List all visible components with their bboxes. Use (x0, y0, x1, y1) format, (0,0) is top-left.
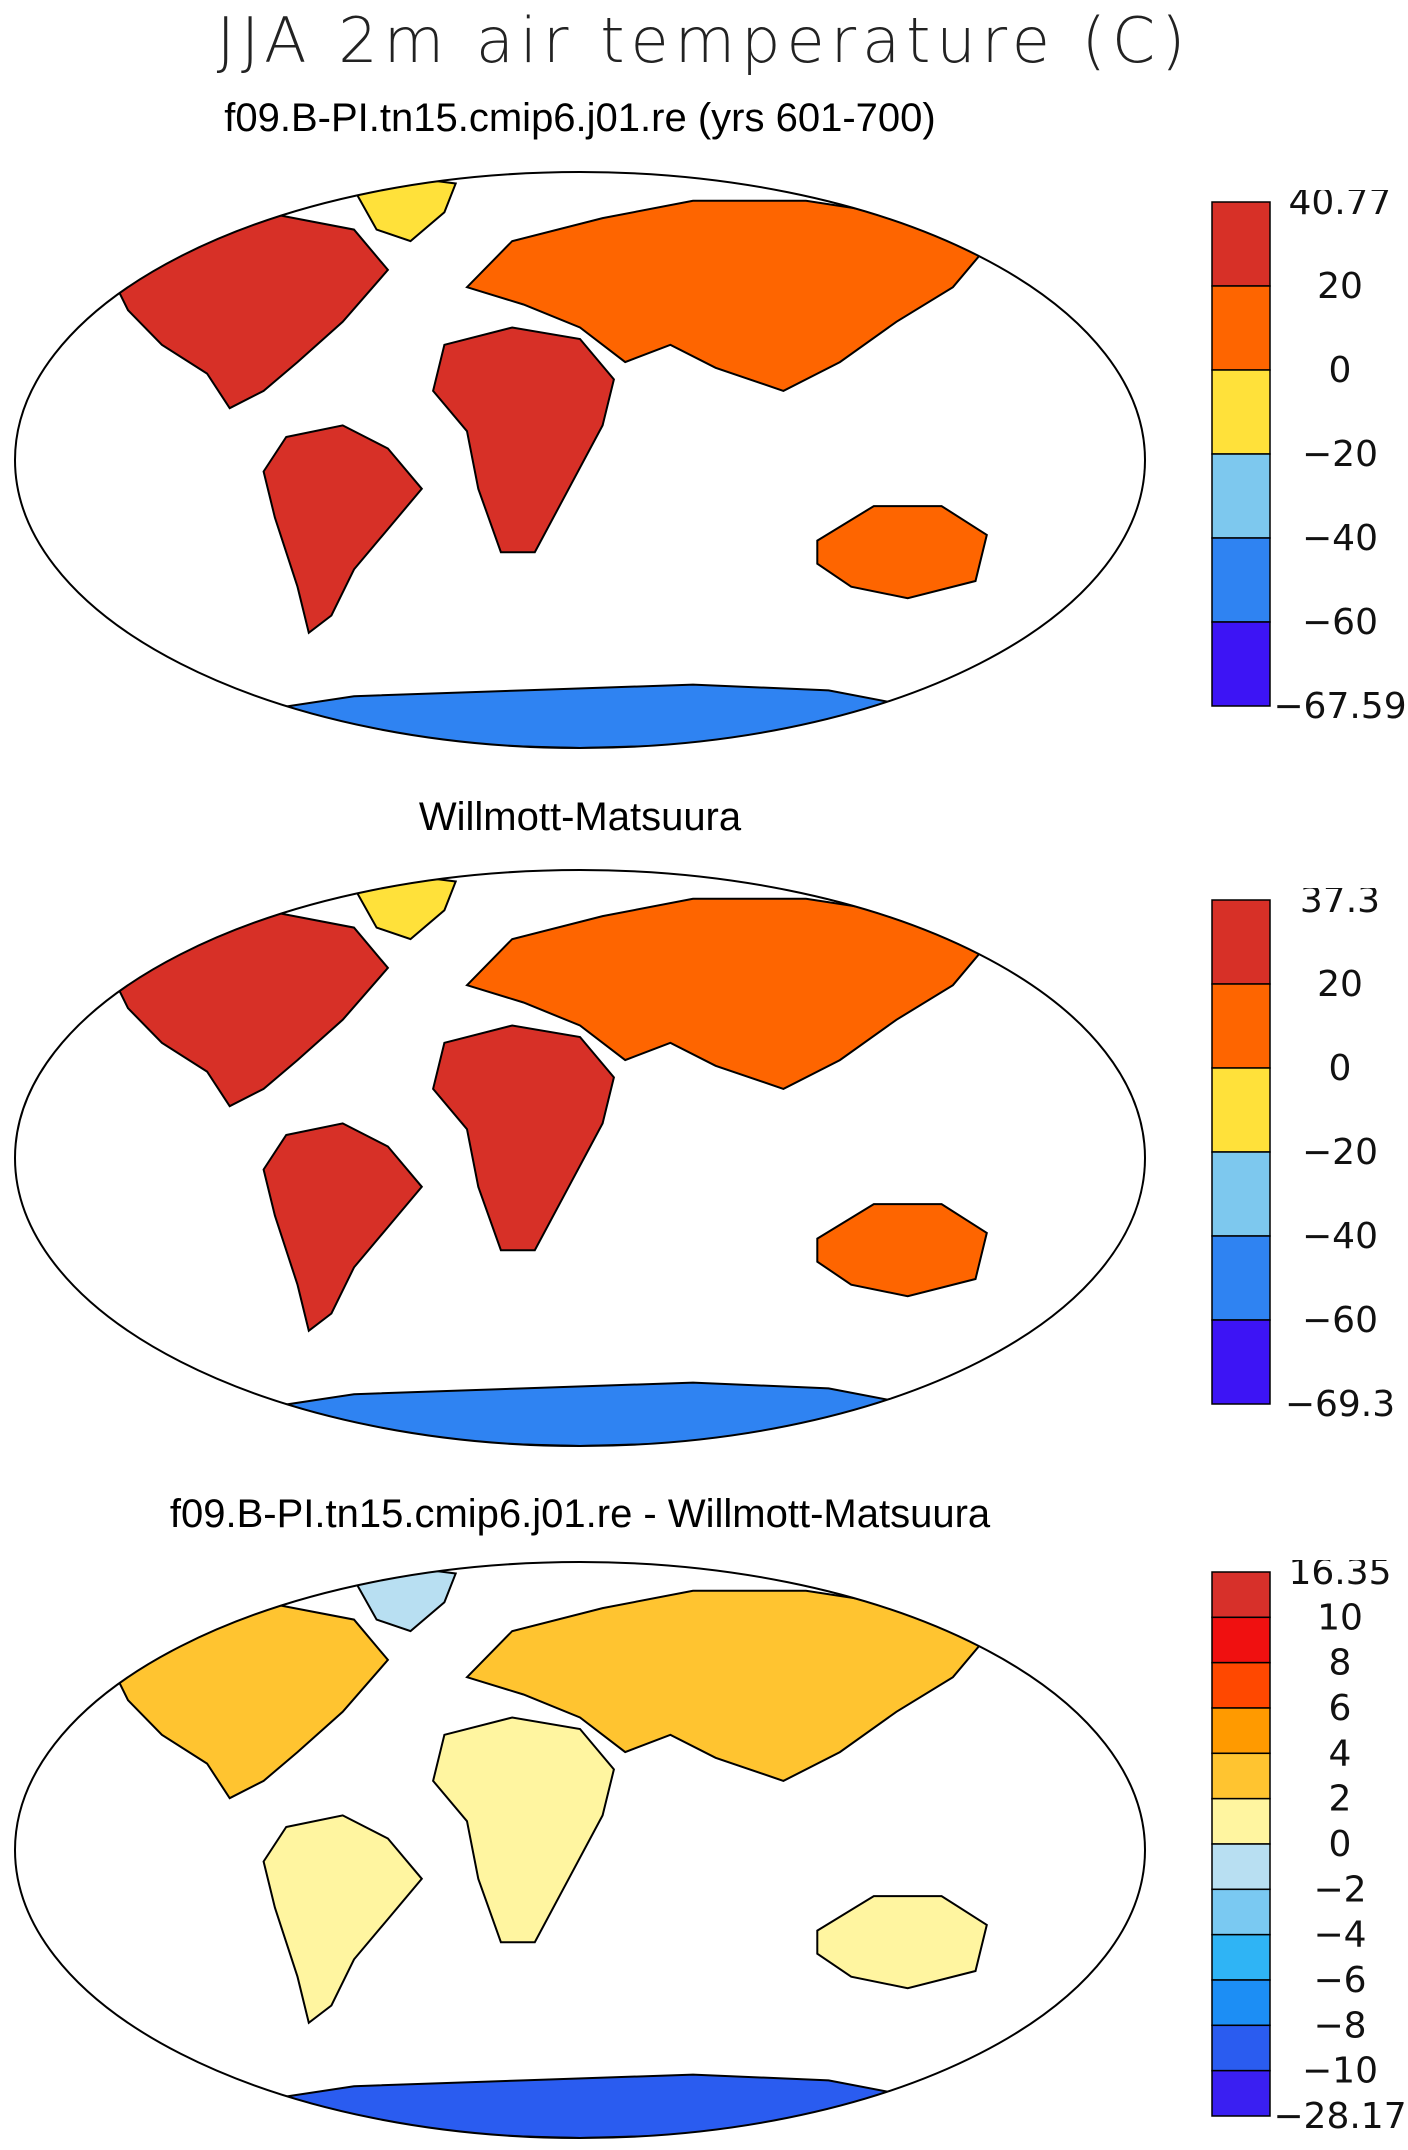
region-north-america: North America (104, 909, 390, 1108)
colorbar-swatch (1211, 621, 1271, 707)
colorbar-swatch (1211, 1843, 1271, 1891)
region-australia: Australia (816, 505, 988, 600)
map-observations: North AmericaSouth AmericaAfricaEurasia A… (14, 869, 1146, 1447)
region-eurasia: Eurasia (465, 1589, 989, 1782)
colorbar-model: 40.77 20 0 −20 −40 −60 −67.59 (1211, 190, 1407, 727)
region-africa: Africa (432, 1716, 615, 1944)
figure-title: JJA 2m air temperature (C) (216, 4, 1192, 77)
colorbar-swatch (1211, 1979, 1271, 2027)
colorbar-tick-label: 6 (1329, 1688, 1352, 1729)
colorbar-swatch (1211, 1888, 1271, 1936)
map-border (14, 171, 1146, 749)
colorbar-tick-label: 0 (1329, 1824, 1352, 1865)
colorbar-swatch (1211, 1616, 1271, 1664)
colorbar-swatch (1211, 369, 1271, 455)
colorbar-swatch (1211, 2069, 1271, 2117)
colorbar-swatch (1211, 1151, 1271, 1237)
colorbar-tick-label: −6 (1313, 1960, 1366, 2001)
map-difference: North AmericaSouth AmericaAfricaEurasia A… (14, 1561, 1146, 2139)
colorbar-swatch (1211, 453, 1271, 539)
colorbar-tick-label: 4 (1329, 1733, 1352, 1774)
colorbar-tick-label: −20 (1302, 434, 1378, 475)
region-south-america: South America (262, 1814, 424, 2025)
colorbar-tick-label: −60 (1302, 1300, 1378, 1341)
colorbar-swatch (1211, 1067, 1271, 1153)
colorbar-tick-label: −4 (1313, 1915, 1366, 1956)
colorbar-swatch (1211, 1571, 1271, 1619)
colorbar-swatch (1211, 1235, 1271, 1321)
colorbar-tick-label: −20 (1302, 1132, 1378, 1173)
colorbar-swatch (1211, 1707, 1271, 1755)
colorbar-tick-label: −2 (1313, 1869, 1366, 1910)
colorbar-swatch (1211, 2024, 1271, 2072)
colorbar-swatch (1211, 983, 1271, 1069)
region-south-america: South America (262, 424, 424, 635)
colorbar-tick-label: 16.35 (1288, 1560, 1391, 1593)
colorbar-swatch (1211, 1933, 1271, 1981)
colorbar-swatch (1211, 285, 1271, 371)
panel-title-difference: f09.B-PI.tn15.cmip6.j01.re - Willmott-Ma… (169, 1492, 991, 1536)
colorbar-difference: 16.35 10 864 20−2 −4−6−8 −10−28.17 (1211, 1560, 1407, 2137)
region-south-america: South America (262, 1122, 424, 1333)
colorbar-swatch (1211, 1797, 1271, 1845)
region-eurasia: Eurasia (465, 199, 989, 392)
region-africa: Africa (432, 1024, 615, 1252)
region-australia: Australia (816, 1895, 988, 1990)
colorbar-swatch (1211, 1661, 1271, 1709)
colorbar-tick-label: −10 (1302, 2051, 1378, 2092)
colorbar-swatch (1211, 201, 1271, 287)
colorbar-tick-label: 2 (1329, 1779, 1352, 1820)
colorbar-tick-label: 0 (1329, 350, 1352, 391)
colorbar-tick-label: 37.3 (1300, 888, 1380, 921)
colorbar-swatch (1211, 1319, 1271, 1405)
colorbar-observations: 37.3 20 0 −20 −40 −60 −69.3 (1211, 888, 1395, 1425)
colorbar-tick-label: −67.59 (1273, 686, 1406, 727)
map-border (14, 869, 1146, 1447)
region-eurasia: Eurasia (465, 897, 989, 1090)
colorbar-tick-label: 8 (1329, 1643, 1352, 1684)
colorbar-tick-label: 10 (1317, 1597, 1363, 1638)
region-north-america: North America (104, 211, 390, 410)
colorbar-tick-label: 20 (1317, 964, 1363, 1005)
colorbar-tick-label: 20 (1317, 266, 1363, 307)
colorbar-tick-label: −28.17 (1273, 2096, 1406, 2137)
region-australia: Australia (816, 1203, 988, 1298)
colorbar-swatch (1211, 537, 1271, 623)
panel-title-model: f09.B-PI.tn15.cmip6.j01.re (yrs 601-700) (224, 96, 936, 140)
map-model: North AmericaSouth AmericaAfricaEurasia A… (14, 171, 1146, 749)
colorbar-tick-label: −8 (1313, 2005, 1366, 2046)
colorbar-tick-label: −40 (1302, 1216, 1378, 1257)
colorbar-tick-label: −69.3 (1285, 1384, 1395, 1425)
colorbar-swatch (1211, 899, 1271, 985)
colorbar-swatch (1211, 1752, 1271, 1800)
region-north-america: North America (104, 1601, 390, 1800)
colorbar-tick-label: 0 (1329, 1048, 1352, 1089)
region-africa: Africa (432, 326, 615, 554)
map-border (14, 1561, 1146, 2139)
colorbar-tick-label: −60 (1302, 602, 1378, 643)
colorbar-tick-label: 40.77 (1288, 190, 1391, 223)
panel-title-observations: Willmott-Matsuura (418, 795, 742, 839)
colorbar-tick-label: −40 (1302, 518, 1378, 559)
